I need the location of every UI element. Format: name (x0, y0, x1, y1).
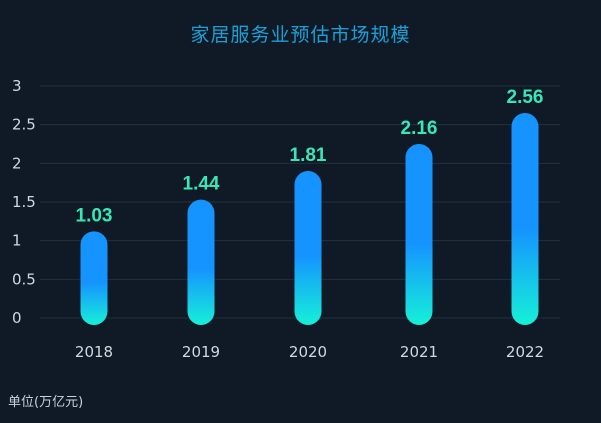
x-tick-label: 2021 (400, 343, 438, 361)
y-tick-label: 3 (12, 77, 22, 95)
x-tick-label: 2022 (506, 343, 544, 361)
value-labels: 1.03 1.44 1.81 2.16 2.56 (76, 87, 544, 226)
x-tick-label: 2020 (289, 343, 327, 361)
unit-label: 单位(万亿元) (8, 395, 84, 410)
y-tick-label: 0.5 (12, 270, 36, 288)
y-tick-label: 0 (12, 309, 22, 327)
bars (80, 113, 539, 325)
value-label-2019: 1.44 (183, 174, 220, 195)
bar-2021 (405, 143, 433, 325)
bar-2020 (294, 171, 322, 325)
bar-2022 (511, 113, 539, 325)
value-label-2021: 2.16 (401, 118, 438, 139)
bar-2019 (187, 199, 215, 325)
x-tick-label: 2018 (75, 343, 113, 361)
bar-2018 (80, 231, 108, 325)
value-label-2018: 1.03 (76, 205, 113, 226)
y-tick-label: 1 (12, 232, 22, 250)
value-label-2020: 1.81 (290, 145, 327, 166)
x-tick-label: 2019 (182, 343, 220, 361)
x-axis-ticks: 2018 2019 2020 2021 2022 (75, 343, 544, 361)
y-tick-label: 1.5 (12, 193, 36, 211)
y-tick-label: 2 (12, 154, 22, 172)
value-label-2022: 2.56 (507, 87, 544, 108)
y-tick-label: 2.5 (12, 116, 36, 134)
chart-title: 家居服务业预估市场规模 (190, 24, 411, 46)
y-axis-ticks: 0 0.5 1 1.5 2 2.5 3 (12, 77, 36, 327)
